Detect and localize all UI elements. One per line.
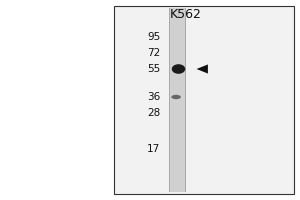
Polygon shape [196,64,208,74]
Text: 95: 95 [147,32,161,42]
Text: 28: 28 [147,108,161,118]
Text: 36: 36 [147,92,161,102]
Ellipse shape [172,64,185,74]
Text: 55: 55 [147,64,161,74]
Text: K562: K562 [170,7,202,21]
Text: 72: 72 [147,48,161,58]
Bar [185,8,186,192]
Bar [114,6,294,194]
Text: 17: 17 [147,144,161,154]
Ellipse shape [171,95,181,99]
Bar [169,8,170,192]
Bar [169,8,186,192]
